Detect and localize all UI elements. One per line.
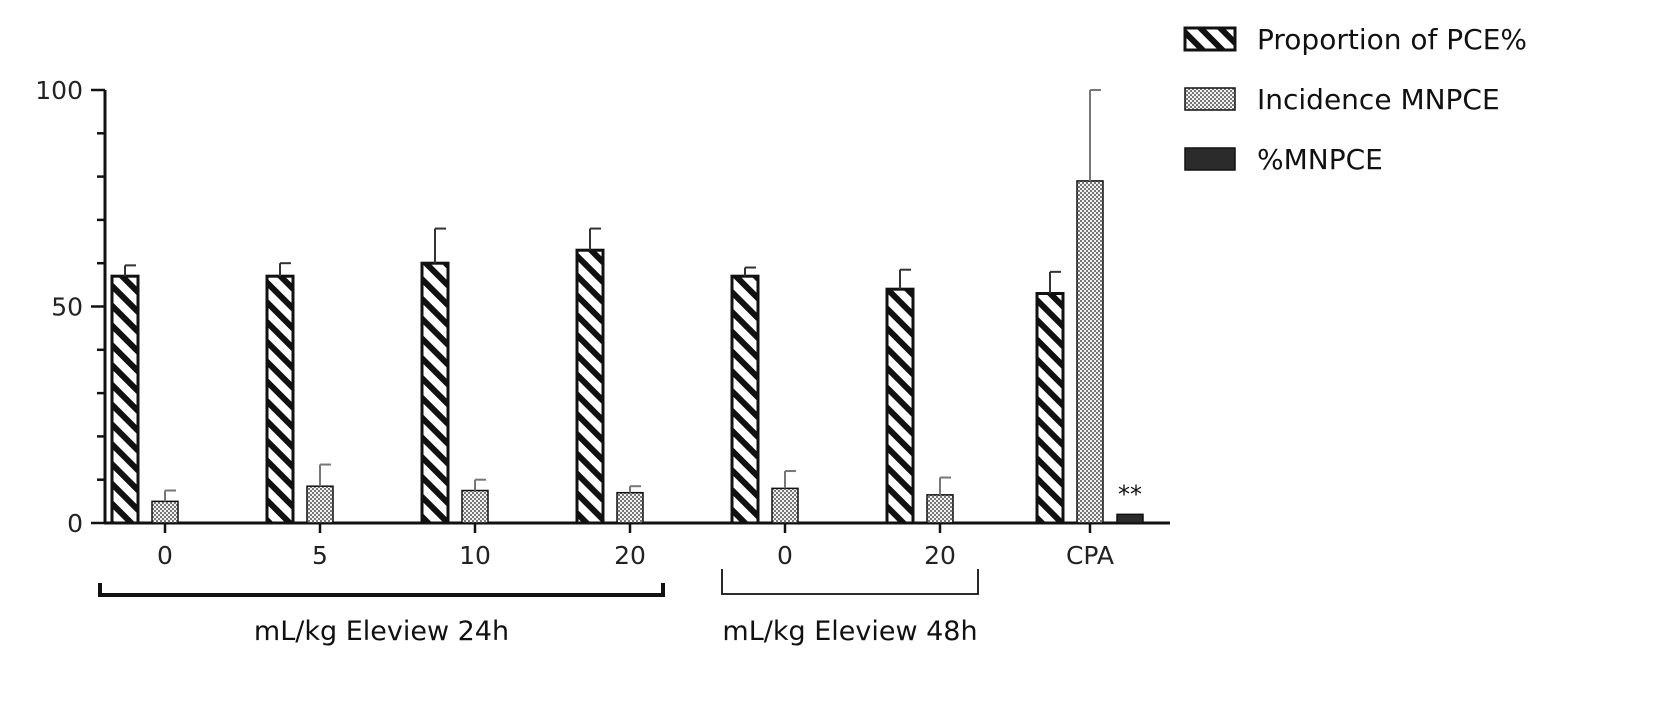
x-tick-label: 5 — [312, 541, 328, 570]
group-brackets: mL/kg Eleview 24h mL/kg Eleview 48h — [98, 569, 979, 647]
bar-1-5 — [926, 494, 954, 524]
bar-0-6 — [1035, 292, 1065, 525]
bar-1-4 — [771, 487, 799, 524]
bar-0-4 — [730, 274, 760, 525]
bar-0-5 — [885, 287, 915, 525]
bar-0-3 — [575, 248, 605, 525]
bar-1-1 — [306, 485, 334, 524]
group-label: mL/kg Eleview 48h — [722, 616, 977, 647]
legend-label: Proportion of PCE% — [1257, 23, 1527, 56]
significance-label: ** — [1118, 480, 1142, 508]
legend-label: %MNPCE — [1257, 143, 1383, 176]
legend-swatch — [1183, 26, 1237, 52]
legend-swatch — [1184, 147, 1236, 171]
group-bracket — [98, 583, 665, 597]
bar-1-6 — [1076, 180, 1104, 524]
x-tick-label: 20 — [614, 541, 646, 570]
bars: ** — [110, 89, 1144, 525]
legend-label: Incidence MNPCE — [1257, 83, 1500, 116]
group-label: mL/kg Eleview 24h — [254, 616, 509, 647]
bar-0-2 — [420, 261, 450, 525]
y-tick-label: 0 — [67, 509, 83, 538]
bar-1-2 — [461, 489, 489, 524]
bar-2-6 — [1116, 513, 1144, 524]
legend-swatch — [1184, 87, 1236, 111]
y-tick-label: 100 — [35, 76, 83, 105]
x-tick-label: 10 — [459, 541, 491, 570]
bar-1-3 — [616, 491, 644, 524]
x-tick-label: CPA — [1066, 541, 1114, 570]
legend: Proportion of PCE% Incidence MNPCE %MNPCE — [1183, 23, 1527, 176]
y-tick-label: 50 — [51, 293, 83, 322]
group-bracket — [721, 569, 979, 595]
x-tick-label: 0 — [157, 541, 173, 570]
x-tick-label: 20 — [924, 541, 956, 570]
x-tick-label: 0 — [777, 541, 793, 570]
bar-0-0 — [110, 274, 140, 525]
bar-0-1 — [265, 274, 295, 525]
bar-1-0 — [151, 500, 179, 524]
